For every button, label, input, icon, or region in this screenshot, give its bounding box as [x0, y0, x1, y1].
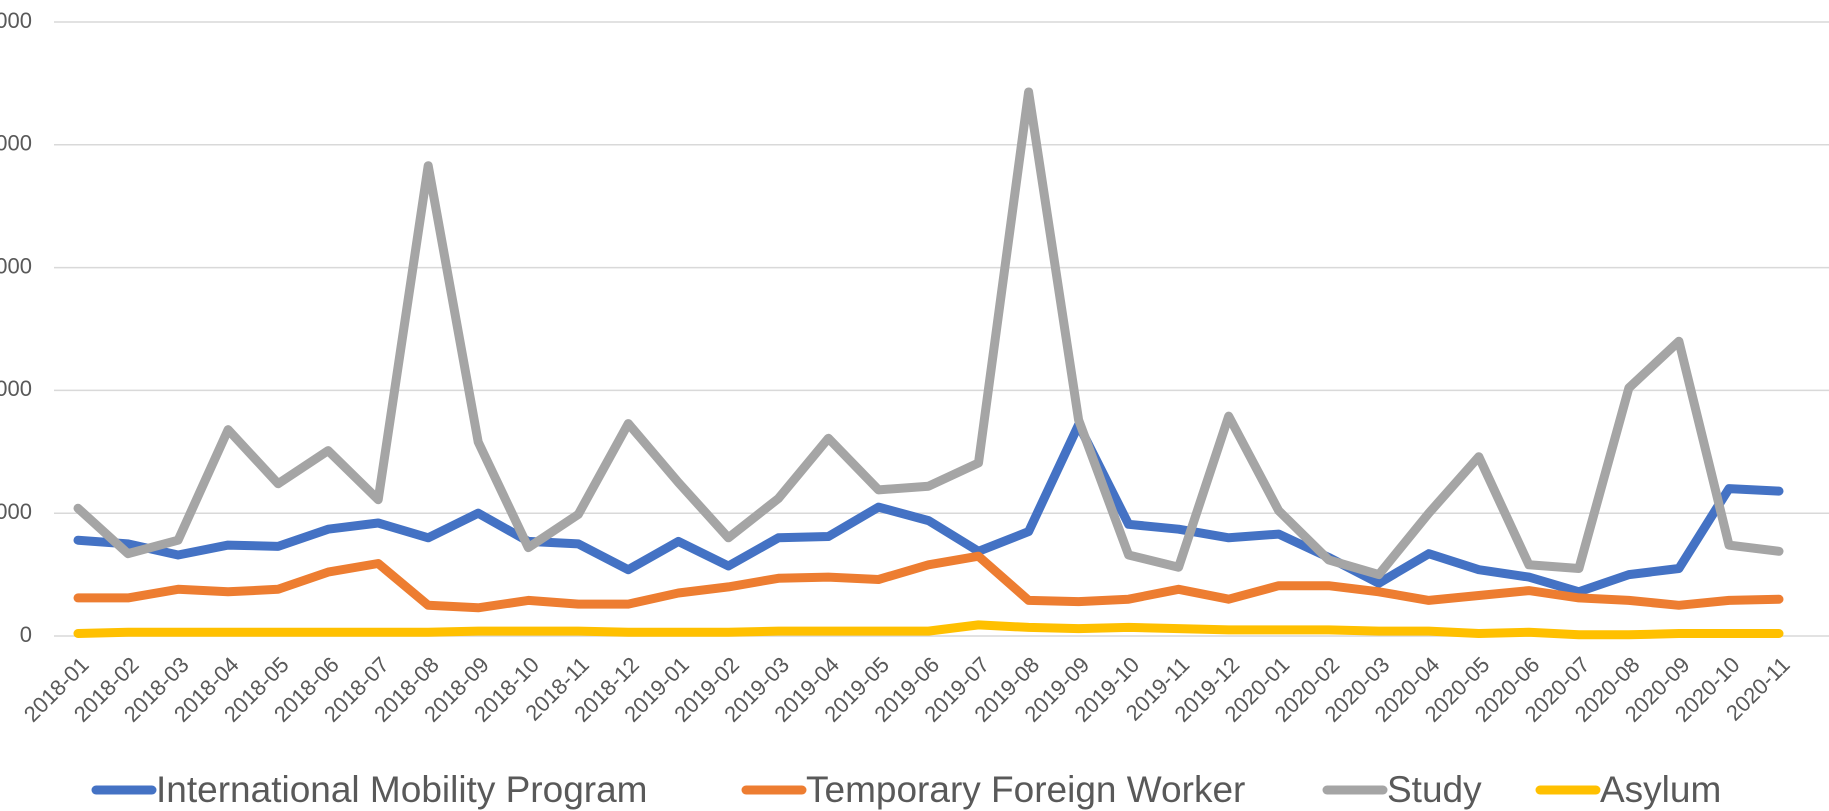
y-tick-label: 30,000: [0, 253, 32, 278]
legend-label: Asylum: [1600, 769, 1721, 810]
y-tick-label: 20,000: [0, 376, 32, 401]
series-line: [73, 420, 1784, 597]
y-tick-label: 50,000: [0, 8, 32, 33]
legend-label: International Mobility Program: [156, 769, 648, 810]
series-line: [73, 620, 1784, 640]
y-tick-label: 0: [20, 622, 32, 647]
legend-label: Study: [1387, 769, 1482, 810]
legend-label: Temporary Foreign Worker: [806, 769, 1245, 810]
series-line: [73, 87, 1784, 580]
y-tick-label: 10,000: [0, 499, 32, 524]
series-line: [73, 551, 1784, 613]
y-tick-label: 40,000: [0, 131, 32, 156]
